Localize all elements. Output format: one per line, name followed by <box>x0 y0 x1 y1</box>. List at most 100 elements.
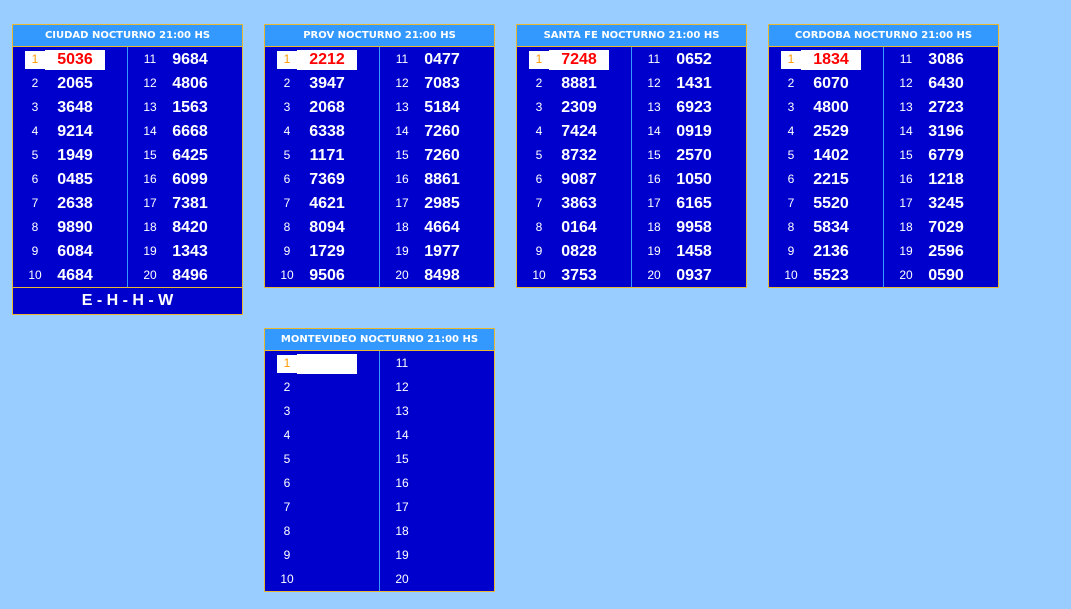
position-label: 11 <box>143 52 157 66</box>
result-row: 4 7424 <box>517 119 631 143</box>
result-row: 12 6430 <box>884 71 998 95</box>
result-row: 8 0164 <box>517 215 631 239</box>
results-column: 1 7248 2 8881 3 2309 4 7424 5 8732 6 9087 7 3863 8 0164… <box>517 47 632 287</box>
results-panel: CIUDAD NOCTURNO 21:00 HS 1 5036 2 2065 3 3648 4… <box>12 24 243 315</box>
result-row: 12 <box>380 375 494 399</box>
drawn-number: 2638 <box>57 195 93 212</box>
drawn-number: 6779 <box>928 147 964 164</box>
drawn-number: 2215 <box>813 171 849 188</box>
drawn-number: 1729 <box>309 243 345 260</box>
drawn-number: 6099 <box>172 171 208 188</box>
position-label: 3 <box>787 100 795 114</box>
drawn-number: 2570 <box>676 147 712 164</box>
position-label: 17 <box>395 196 409 210</box>
drawn-number: 5184 <box>424 99 460 116</box>
drawn-number: 7260 <box>424 147 460 164</box>
drawn-number: 7381 <box>172 195 208 212</box>
position-label: 18 <box>899 220 913 234</box>
results-column: 11 0477 12 7083 13 5184 14 7260 15 7260 16 8861 17 29… <box>380 47 494 287</box>
drawn-number: 2596 <box>928 243 964 260</box>
drawn-number <box>412 378 472 398</box>
drawn-number: 5523 <box>813 267 849 284</box>
result-row: 16 1218 <box>884 167 998 191</box>
result-row: 13 1563 <box>128 95 242 119</box>
result-row: 6 0485 <box>13 167 127 191</box>
position-label: 6 <box>283 476 291 490</box>
result-row: 7 <box>265 495 379 519</box>
position-label: 5 <box>787 148 795 162</box>
drawn-number: 3245 <box>928 195 964 212</box>
position-label: 2 <box>787 76 795 90</box>
position-label: 15 <box>647 148 661 162</box>
drawn-number: 7424 <box>561 123 597 140</box>
drawn-number: 8861 <box>424 171 460 188</box>
position-label: 13 <box>395 100 409 114</box>
drawn-number: 6165 <box>676 195 712 212</box>
letters-footer: E - H - H - W <box>13 287 242 314</box>
result-row: 16 <box>380 471 494 495</box>
drawn-number: 9890 <box>57 219 93 236</box>
position-label: 2 <box>535 76 543 90</box>
drawn-number: 3086 <box>928 51 964 68</box>
drawn-number <box>297 354 357 374</box>
result-row: 10 <box>265 567 379 591</box>
result-row: 13 6923 <box>632 95 746 119</box>
result-row: 10 9506 <box>265 263 379 287</box>
position-label: 11 <box>395 356 409 370</box>
position-label: 13 <box>647 100 661 114</box>
drawn-number: 3753 <box>561 267 597 284</box>
result-row: 19 1977 <box>380 239 494 263</box>
result-row: 17 7381 <box>128 191 242 215</box>
drawn-number: 1977 <box>424 243 460 260</box>
drawn-number: 1563 <box>172 99 208 116</box>
result-row: 11 <box>380 351 494 375</box>
result-row: 20 0937 <box>632 263 746 287</box>
position-label: 10 <box>28 268 42 282</box>
position-label: 6 <box>283 172 291 186</box>
drawn-number: 3947 <box>309 75 345 92</box>
position-label: 1 <box>277 355 297 373</box>
position-label: 14 <box>395 428 409 442</box>
position-label: 7 <box>31 196 39 210</box>
result-row: 10 3753 <box>517 263 631 287</box>
panel-title: PROV NOCTURNO 21:00 HS <box>265 25 494 47</box>
result-row: 14 6668 <box>128 119 242 143</box>
drawn-number: 2723 <box>928 99 964 116</box>
position-label: 16 <box>143 172 157 186</box>
results-column: 1 2 3 4 5 6 7 8 9 10 <box>265 351 380 591</box>
result-row: 19 2596 <box>884 239 998 263</box>
results-column: 1 1834 2 6070 3 4800 4 2529 5 1402 6 2215 7 5520 8 5834… <box>769 47 884 287</box>
result-row: 14 <box>380 423 494 447</box>
drawn-number: 3196 <box>928 123 964 140</box>
drawn-number: 1050 <box>676 171 712 188</box>
result-row: 5 1171 <box>265 143 379 167</box>
result-row: 6 9087 <box>517 167 631 191</box>
result-row: 6 2215 <box>769 167 883 191</box>
position-label: 17 <box>899 196 913 210</box>
result-row: 1 1834 <box>769 47 883 71</box>
result-row: 18 9958 <box>632 215 746 239</box>
drawn-number: 4621 <box>309 195 345 212</box>
position-label: 8 <box>787 220 795 234</box>
position-label: 2 <box>283 380 291 394</box>
position-label: 5 <box>31 148 39 162</box>
result-row: 16 8861 <box>380 167 494 191</box>
position-label: 6 <box>31 172 39 186</box>
result-row: 3 4800 <box>769 95 883 119</box>
results-column: 1 5036 2 2065 3 3648 4 9214 5 1949 6 0485 7 2638 8 9890… <box>13 47 128 287</box>
result-row: 9 6084 <box>13 239 127 263</box>
result-row: 8 5834 <box>769 215 883 239</box>
position-label: 9 <box>535 244 543 258</box>
drawn-number <box>412 498 472 518</box>
position-label: 11 <box>899 52 913 66</box>
position-label: 7 <box>787 196 795 210</box>
result-row: 14 7260 <box>380 119 494 143</box>
drawn-number: 0652 <box>676 51 712 68</box>
result-row: 16 1050 <box>632 167 746 191</box>
position-label: 20 <box>395 572 409 586</box>
drawn-number: 0164 <box>561 219 597 236</box>
drawn-number <box>297 378 357 398</box>
results-panel: MONTEVIDEO NOCTURNO 21:00 HS 1 2 3 4 5 6 7 8 9 10 1… <box>264 328 495 592</box>
position-label: 8 <box>535 220 543 234</box>
position-label: 14 <box>647 124 661 138</box>
